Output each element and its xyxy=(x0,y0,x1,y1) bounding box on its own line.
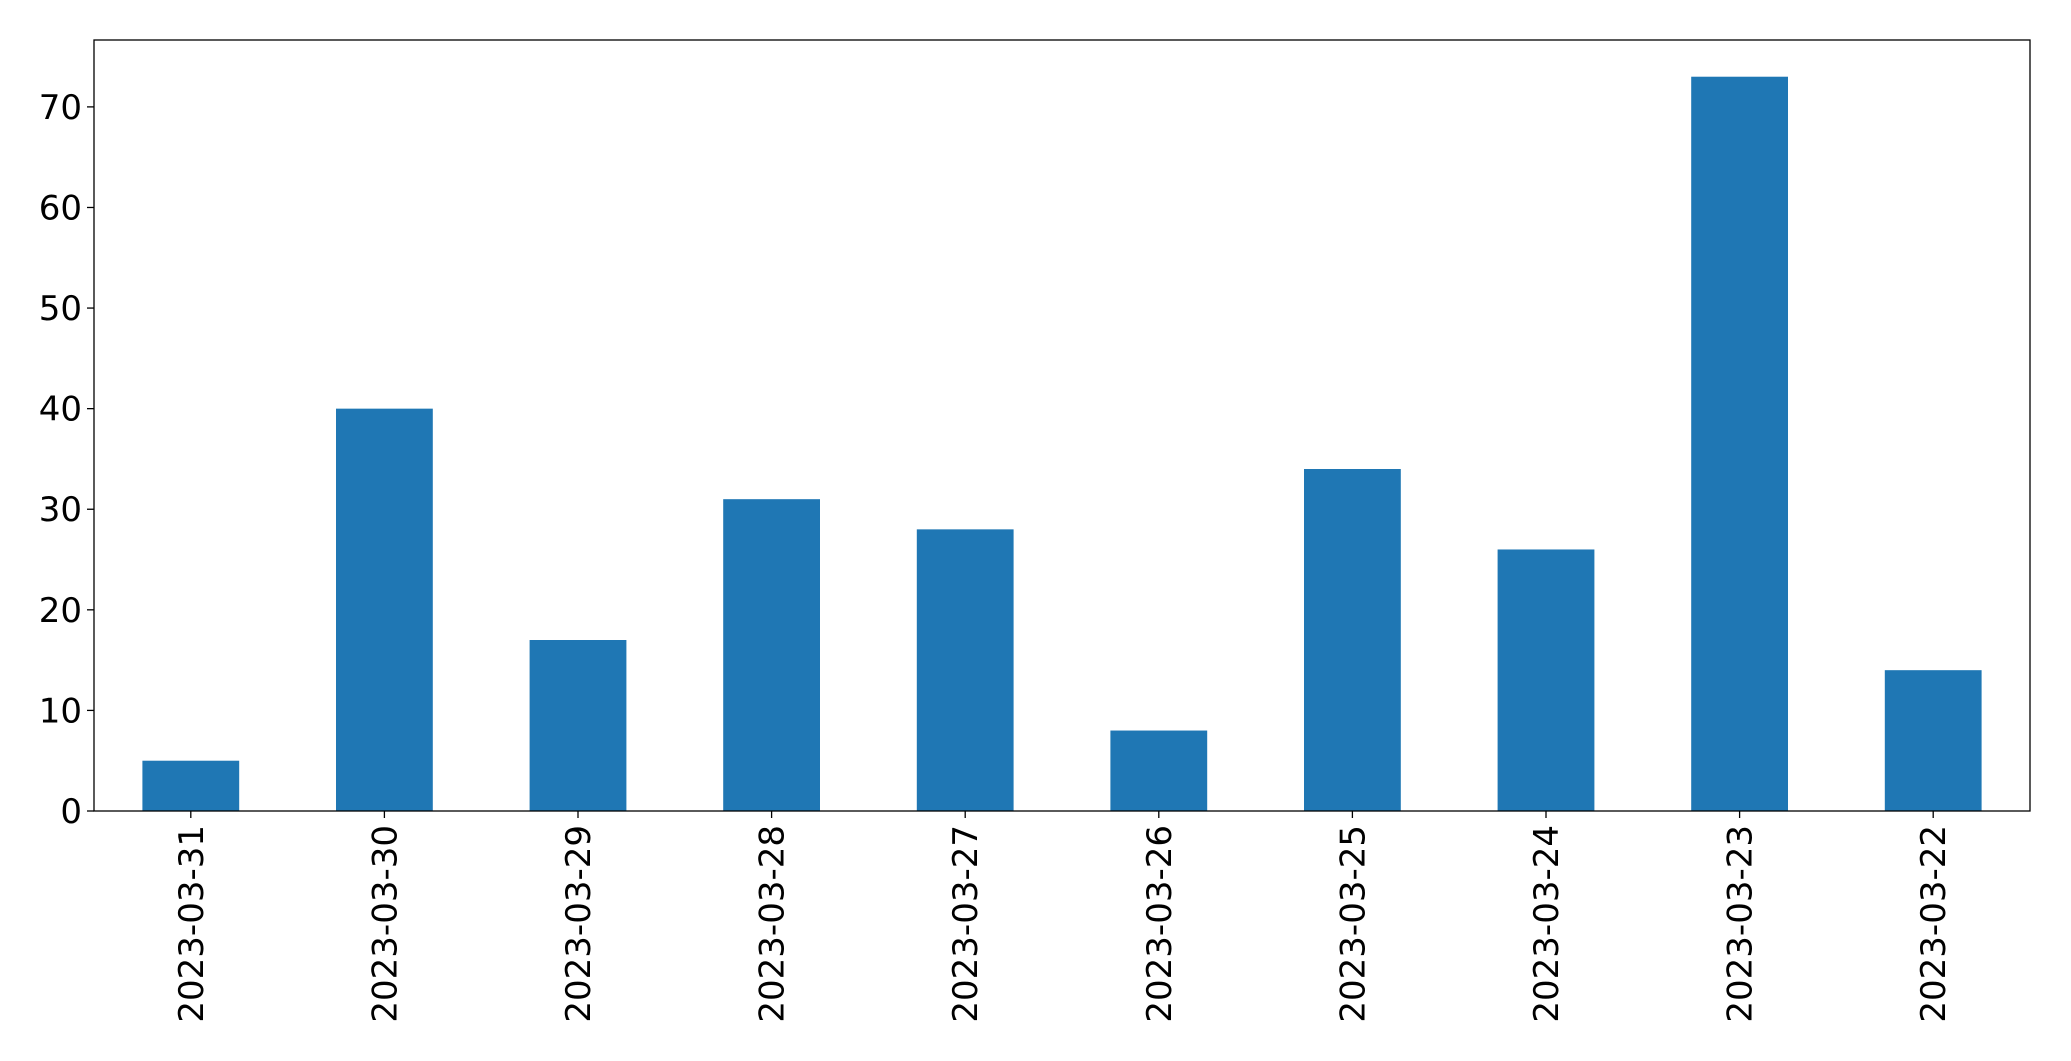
bar xyxy=(916,529,1014,811)
x-tick-label: 2023-03-25 xyxy=(1333,825,1373,1023)
bar xyxy=(723,499,820,811)
x-tick-label: 2023-03-31 xyxy=(172,825,212,1023)
y-tick-label: 60 xyxy=(39,188,82,228)
y-tick-label: 50 xyxy=(39,289,82,329)
y-tick-label: 40 xyxy=(39,390,82,430)
bar xyxy=(1110,730,1208,811)
plot-frame xyxy=(93,39,2031,812)
x-tick-label: 2023-03-24 xyxy=(1527,825,1567,1023)
y-tick-label: 0 xyxy=(60,792,82,832)
bar xyxy=(336,408,433,811)
bar xyxy=(529,640,627,811)
x-tick-label: 2023-03-22 xyxy=(1914,825,1954,1023)
bar xyxy=(142,760,240,811)
x-tick-label: 2023-03-29 xyxy=(559,825,599,1023)
bar xyxy=(1884,670,1982,811)
y-tick-label: 30 xyxy=(39,490,82,530)
bar xyxy=(1691,76,1788,811)
y-tick-label: 10 xyxy=(39,691,82,731)
x-tick-label: 2023-03-27 xyxy=(946,825,986,1023)
y-tick-label: 20 xyxy=(39,591,82,631)
bar xyxy=(1304,469,1401,811)
x-tick-label: 2023-03-28 xyxy=(753,825,793,1023)
x-tick-label: 2023-03-23 xyxy=(1721,825,1761,1023)
bar xyxy=(1497,549,1595,811)
y-tick-label: 70 xyxy=(39,88,82,128)
x-tick-label: 2023-03-30 xyxy=(365,825,405,1023)
x-tick-label: 2023-03-26 xyxy=(1140,825,1180,1023)
